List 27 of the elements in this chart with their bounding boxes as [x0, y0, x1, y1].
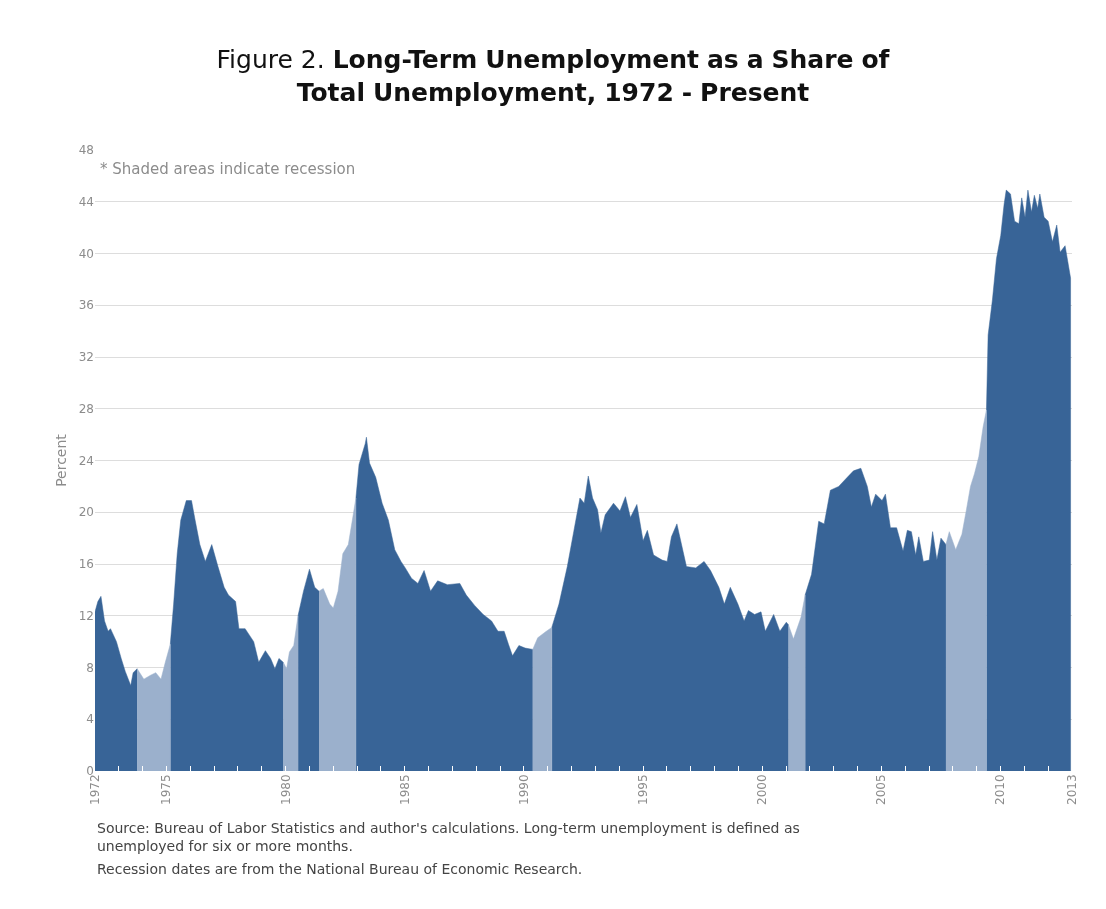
- x-tick-label: 2013: [1064, 774, 1079, 805]
- x-tick-label: 1972: [87, 774, 102, 805]
- y-tick-label: 32: [78, 350, 94, 365]
- x-tick-label: 1985: [397, 774, 412, 805]
- text: Recession dates are from the National Bureau of Economic Research.: [97, 861, 583, 877]
- x-tick-label: 1995: [635, 774, 650, 805]
- y-tick-label: 8: [86, 660, 94, 675]
- x-tick-label: 2005: [874, 774, 889, 805]
- y-tick-label: 24: [78, 453, 94, 468]
- y-tick-label: 16: [78, 557, 94, 572]
- y-tick-label: 20: [78, 505, 94, 520]
- y-axis-title: Percent: [53, 433, 70, 487]
- annotation: * Shaded areas indicate recession: [100, 160, 356, 178]
- source-note: Source: Bureau of Labor Statistics and author's calculations. Long-term unemployment is defined as unemployed for six or more months.: [97, 820, 800, 855]
- x-tick-label: 1990: [516, 774, 531, 805]
- y-tick-label: 12: [78, 608, 94, 623]
- y-tick-label: 28: [78, 401, 94, 416]
- x-tick-label: 2000: [755, 774, 770, 805]
- x-tick-label: 2010: [993, 774, 1008, 805]
- y-tick-label: 48: [78, 143, 94, 158]
- y-tick-label: 4: [86, 712, 94, 727]
- y-tick-label: 40: [78, 246, 94, 261]
- x-tick-label: 1975: [159, 774, 174, 805]
- y-tick-label: 36: [78, 298, 94, 313]
- x-tick-label: 1980: [278, 774, 293, 805]
- chart-title: Figure 2. Long-Term Unemployment as a Share of Total Unemployment, 1972 - Present: [216, 45, 890, 107]
- y-tick-label: 44: [78, 194, 94, 209]
